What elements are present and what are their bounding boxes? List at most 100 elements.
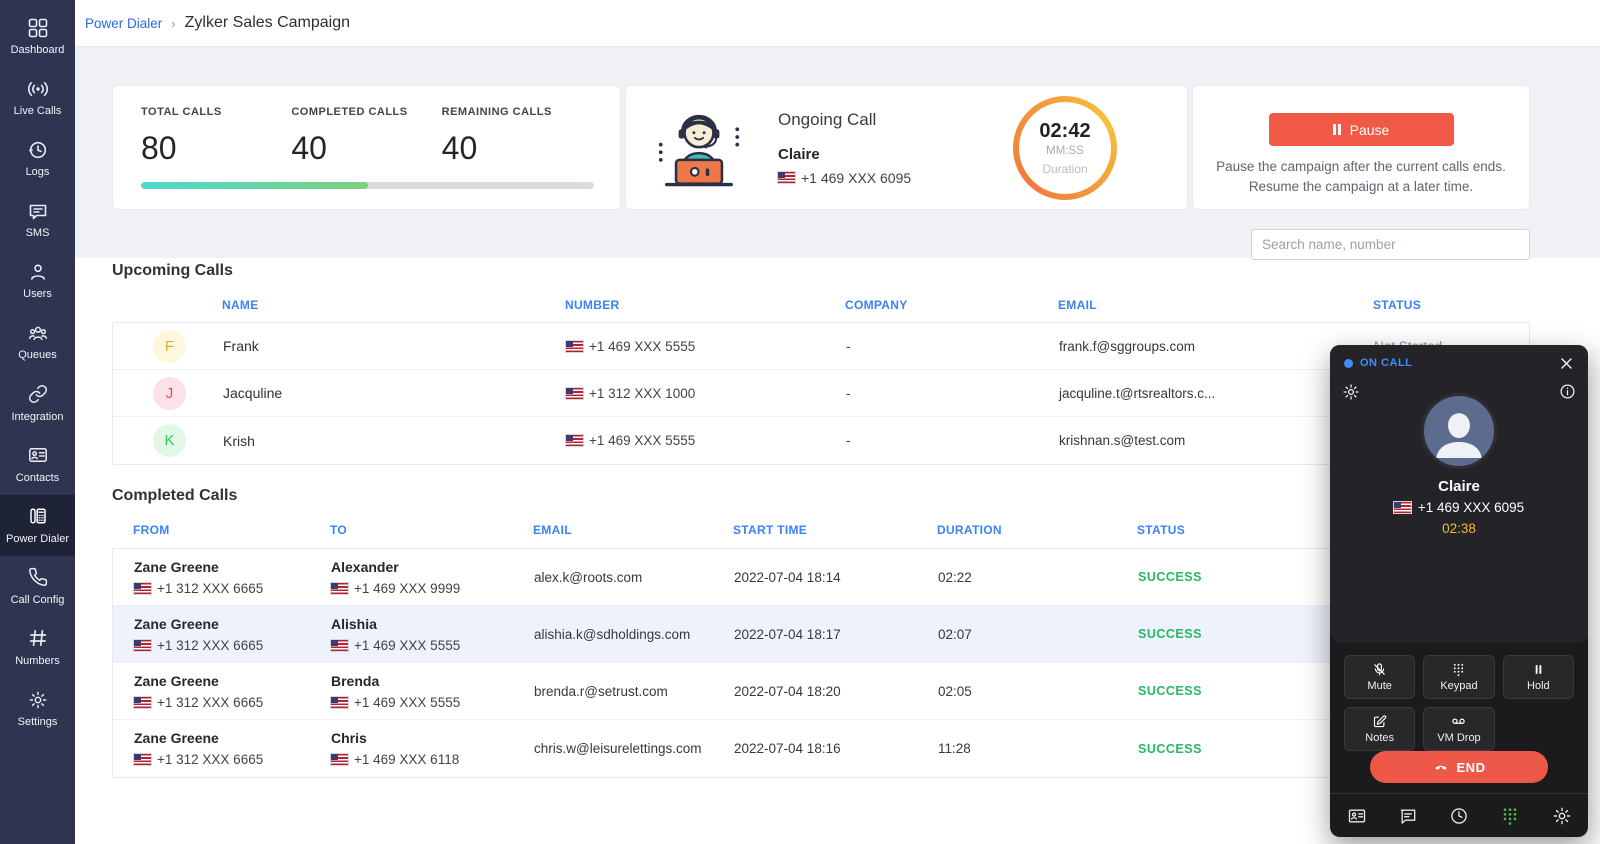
- call-start-time: 2022-07-04 18:14: [734, 569, 841, 585]
- sidebar-item-label: Settings: [17, 716, 58, 729]
- info-icon[interactable]: [1559, 383, 1576, 400]
- stat-value: 40: [291, 130, 327, 166]
- contact-card-icon[interactable]: [1346, 805, 1367, 826]
- scrollbar-track[interactable]: [1589, 345, 1600, 844]
- col-duration: DURATION: [937, 523, 1002, 537]
- pause-description-line1: Pause the campaign after the current cal…: [1216, 159, 1506, 174]
- hold-button[interactable]: Hold: [1502, 655, 1574, 699]
- ongoing-call-title: Ongoing Call: [778, 109, 877, 129]
- dialpad-icon[interactable]: [1500, 805, 1521, 826]
- pause-button[interactable]: Pause: [1268, 113, 1454, 146]
- call-duration: 11:28: [938, 741, 971, 756]
- gear-icon[interactable]: [1342, 383, 1360, 401]
- sidebar-item-call-config[interactable]: Call Config: [0, 556, 75, 617]
- call-email: brenda.r@setrust.com: [534, 683, 668, 699]
- call-elapsed-time: 02:38: [1442, 521, 1476, 536]
- table-row: Zane Greene +1 312 XXX 6665 Chris +1 469 X…: [113, 720, 1529, 777]
- table-row: F Frank +1 469 XXX 5555 - frank.f@sggrou…: [113, 323, 1529, 370]
- us-flag-icon: [133, 753, 152, 766]
- avatar: F: [153, 329, 186, 363]
- end-call-button[interactable]: END: [1370, 751, 1548, 783]
- sidebar-item-integration[interactable]: Integration: [0, 373, 75, 434]
- us-flag-icon: [330, 695, 349, 709]
- notes-button[interactable]: Notes: [1344, 707, 1416, 751]
- summary-cards-row: TOTAL CALLS 80 COMPLETED CALLS 40 REMAININ…: [112, 85, 1530, 210]
- settings-gear-icon[interactable]: [1551, 805, 1572, 826]
- sidebar-item-label: Logs: [25, 166, 50, 179]
- settings-icon: [27, 689, 48, 710]
- call-duration-format: MM:SS: [1046, 144, 1084, 157]
- to-name: Alishia: [331, 615, 377, 632]
- sidebar-item-label: Integration: [11, 410, 64, 423]
- col-name: NAME: [222, 298, 259, 312]
- sidebar: Dashboard Live Calls Logs SMS Users Queu…: [0, 0, 75, 844]
- contact-company: -: [846, 385, 851, 401]
- contact-email: frank.f@sggroups.com: [1059, 338, 1196, 354]
- pause-campaign-card: Pause Pause the campaign after the curre…: [1192, 85, 1530, 210]
- contact-name: Jacquline: [223, 385, 283, 401]
- sidebar-item-label: Queues: [18, 349, 57, 362]
- vm-drop-button[interactable]: VM Drop: [1423, 707, 1495, 751]
- keypad-button[interactable]: Keypad: [1423, 655, 1495, 699]
- sidebar-item-live-calls[interactable]: Live Calls: [0, 67, 75, 128]
- call-controls: Mute Keypad Hold Notes VM Drop: [1344, 655, 1574, 751]
- to-number: +1 469 XXX 9999: [354, 580, 461, 596]
- completed-table-header: FROM TO EMAIL START TIME DURATION STATUS: [112, 523, 1530, 537]
- queues-icon: [27, 322, 48, 343]
- search-input[interactable]: [1251, 229, 1530, 260]
- sidebar-item-settings[interactable]: Settings: [0, 678, 75, 739]
- col-start-time: START TIME: [733, 523, 808, 537]
- clock-icon[interactable]: [1449, 805, 1470, 826]
- chat-icon[interactable]: [1397, 805, 1418, 826]
- col-to: TO: [330, 523, 348, 537]
- call-start-time: 2022-07-04 18:16: [734, 741, 841, 756]
- pause-button-label: Pause: [1349, 121, 1390, 138]
- from-name: Zane Greene: [134, 672, 219, 689]
- contact-name: Frank: [223, 338, 259, 354]
- table-row: K Krish +1 469 XXX 5555 - krishnan.s@tes…: [113, 417, 1529, 464]
- sidebar-item-numbers[interactable]: Numbers: [0, 617, 75, 678]
- ongoing-call-number: +1 469 XXX 6095: [801, 169, 912, 186]
- call-duration-caption: Duration: [1042, 161, 1088, 176]
- col-number: NUMBER: [565, 298, 620, 312]
- sidebar-item-queues[interactable]: Queues: [0, 311, 75, 372]
- close-icon[interactable]: [1556, 353, 1576, 373]
- on-call-dot-icon: [1344, 358, 1353, 368]
- sidebar-item-sms[interactable]: SMS: [0, 189, 75, 250]
- stat-label: REMAINING CALLS: [441, 106, 552, 118]
- contact-number: +1 469 XXX 5555: [589, 338, 696, 354]
- sms-icon: [27, 200, 48, 221]
- call-duration: 02:22: [938, 569, 972, 585]
- status-badge: SUCCESS: [1138, 570, 1202, 584]
- sidebar-item-label: Contacts: [15, 471, 60, 484]
- phone-down-icon: [1434, 765, 1447, 770]
- sidebar-item-contacts[interactable]: Contacts: [0, 434, 75, 495]
- sidebar-item-dashboard[interactable]: Dashboard: [0, 6, 75, 67]
- from-number: +1 312 XXX 6665: [157, 752, 264, 767]
- to-name: Brenda: [331, 672, 380, 689]
- call-duration: 02:05: [938, 683, 972, 699]
- breadcrumb-power-dialer[interactable]: Power Dialer: [85, 15, 163, 31]
- end-call-label: END: [1456, 759, 1486, 775]
- call-email: alex.k@roots.com: [534, 569, 643, 585]
- campaign-progress-bar: [141, 182, 594, 189]
- from-name: Zane Greene: [134, 730, 219, 746]
- notes-icon: [1374, 715, 1387, 728]
- avatar: K: [153, 424, 186, 457]
- support-agent-illustration: [658, 114, 740, 186]
- sidebar-item-power-dialer[interactable]: Power Dialer: [0, 494, 75, 556]
- sidebar-item-logs[interactable]: Logs: [0, 128, 75, 189]
- table-row: Zane Greene +1 312 XXX 6665 Alexander +1 4…: [113, 549, 1529, 606]
- stat-value: 40: [441, 130, 478, 166]
- numbers-icon: [27, 628, 48, 649]
- sidebar-item-label: SMS: [25, 227, 50, 240]
- table-row: Zane Greene +1 312 XXX 6665 Alishia +1 469…: [113, 606, 1529, 663]
- mute-button[interactable]: Mute: [1344, 655, 1416, 699]
- contact-email: jacquline.t@rtsrealtors.c...: [1059, 385, 1216, 401]
- call-duration-value: 02:42: [1039, 119, 1091, 142]
- campaign-stats-card: TOTAL CALLS 80 COMPLETED CALLS 40 REMAININ…: [112, 85, 621, 210]
- sidebar-item-label: Numbers: [15, 654, 60, 667]
- sidebar-item-label: Dashboard: [10, 44, 65, 56]
- sidebar-item-users[interactable]: Users: [0, 250, 75, 311]
- call-duration-ring: 02:42 MM:SS Duration: [1013, 95, 1117, 200]
